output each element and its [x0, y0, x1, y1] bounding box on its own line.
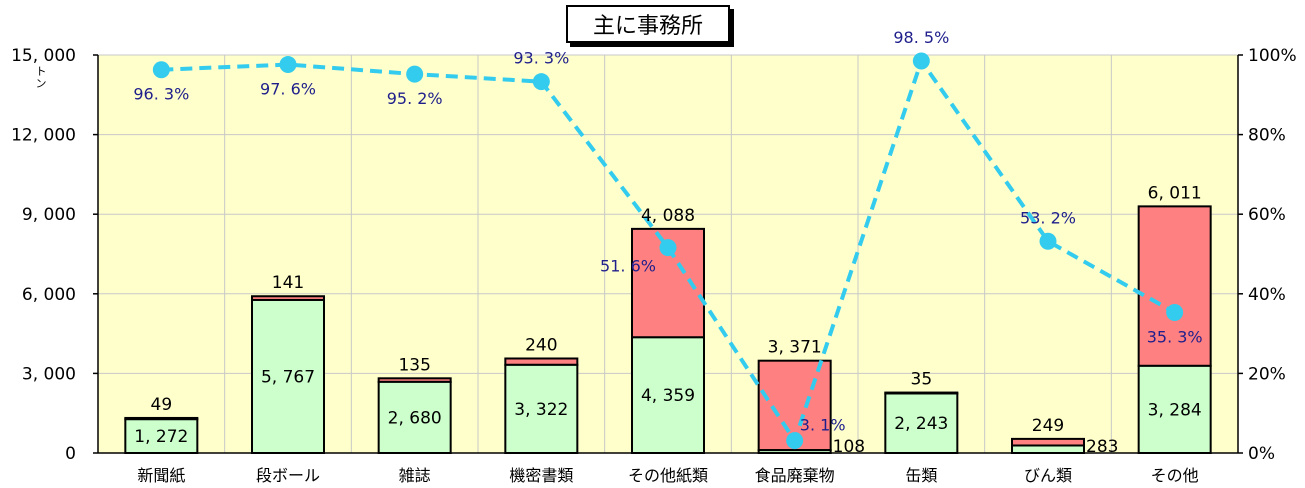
chart-title: 主に事務所 — [566, 5, 730, 43]
bar-label-bottom: 2, 680 — [388, 408, 442, 428]
rate-point — [659, 239, 677, 257]
y-axis-unit: トン — [35, 65, 47, 90]
rate-label: 93. 3% — [513, 49, 569, 68]
y-left-tick-label: 0 — [65, 444, 76, 464]
rate-label: 51. 6% — [600, 257, 656, 276]
rate-point — [279, 56, 297, 74]
y-right-tick-label: 60% — [1248, 205, 1286, 225]
bar-label-bottom: 4, 359 — [641, 386, 695, 406]
x-tick-label: 機密書類 — [509, 466, 573, 485]
y-right-tick-label: 0% — [1248, 444, 1275, 464]
bar-segment-bottom — [1011, 444, 1085, 454]
y-left-tick-label: 12, 000 — [11, 126, 76, 146]
rate-point — [152, 61, 170, 79]
x-tick-label: びん類 — [1024, 466, 1072, 485]
y-left-tick-label: 6, 000 — [22, 285, 76, 305]
bar-label-top: 135 — [398, 355, 430, 375]
bar-label-bottom: 108 — [833, 437, 865, 457]
rate-point — [532, 73, 550, 91]
bar-label-top: 49 — [151, 395, 173, 415]
bar-label-bottom: 1, 272 — [134, 427, 188, 447]
rate-point — [406, 65, 424, 83]
bar-label-top: 141 — [272, 273, 304, 293]
data-labels: 1, 272 49 5, 767 141 2, 680 135 3, 322 240 4, 35… — [133, 28, 1202, 457]
rate-label: 96. 3% — [133, 85, 189, 104]
y-right-tick-label: 40% — [1248, 285, 1286, 305]
y-left-tick-label: 15, 000 — [11, 46, 76, 66]
bar-label-bottom: 5, 767 — [261, 367, 315, 387]
rate-label: 95. 2% — [387, 89, 443, 108]
rate-point — [1166, 304, 1184, 322]
rate-label: 3. 1% — [800, 416, 846, 435]
bar-label-bottom: 283 — [1086, 437, 1118, 457]
x-tick-label: その他紙類 — [628, 466, 708, 485]
rate-label: 97. 6% — [260, 80, 316, 99]
bar-label-top: 6, 011 — [1148, 183, 1202, 203]
bar-label-top: 240 — [525, 335, 557, 355]
bar-label-bottom: 3, 322 — [514, 400, 568, 420]
rate-point — [912, 52, 930, 70]
y-right-tick-label: 20% — [1248, 364, 1286, 384]
y-left-tick-label: 9, 000 — [22, 205, 76, 225]
bar-label-bottom: 3, 284 — [1148, 400, 1202, 420]
rate-label: 98. 5% — [893, 28, 949, 47]
bar-segment-bottom — [1137, 364, 1212, 454]
axes: 0 3, 000 6, 000 9, 000 12, 000 15, 000 0% 20% 40… — [11, 46, 1297, 485]
rate-label: 53. 2% — [1020, 208, 1076, 227]
rate-point — [786, 432, 804, 450]
bar-label-top: 4, 088 — [641, 206, 695, 226]
bar-label-top: 249 — [1032, 416, 1064, 436]
bar-segment-bottom — [631, 336, 705, 454]
x-tick-label: 雑誌 — [399, 466, 431, 485]
bar-label-top: 35 — [911, 370, 933, 390]
x-tick-label: 缶類 — [905, 466, 937, 485]
bar-segment-top — [1137, 205, 1212, 367]
rate-label: 35. 3% — [1147, 328, 1203, 347]
bar-segment-bottom — [884, 392, 959, 455]
rate-line — [152, 52, 1184, 450]
bar-label-bottom: 2, 243 — [894, 414, 948, 434]
y-left-tick-label: 3, 000 — [22, 364, 76, 384]
y-right-tick-label: 80% — [1248, 126, 1286, 146]
bar-label-top: 3, 371 — [768, 338, 822, 358]
x-tick-label: 新聞紙 — [137, 466, 185, 485]
x-tick-label: 段ボール — [256, 466, 320, 485]
x-tick-label: その他 — [1151, 466, 1199, 485]
x-tick-label: 食品廃棄物 — [755, 466, 835, 485]
y-right-tick-label: 100% — [1248, 46, 1297, 66]
rate-point — [1039, 232, 1057, 250]
